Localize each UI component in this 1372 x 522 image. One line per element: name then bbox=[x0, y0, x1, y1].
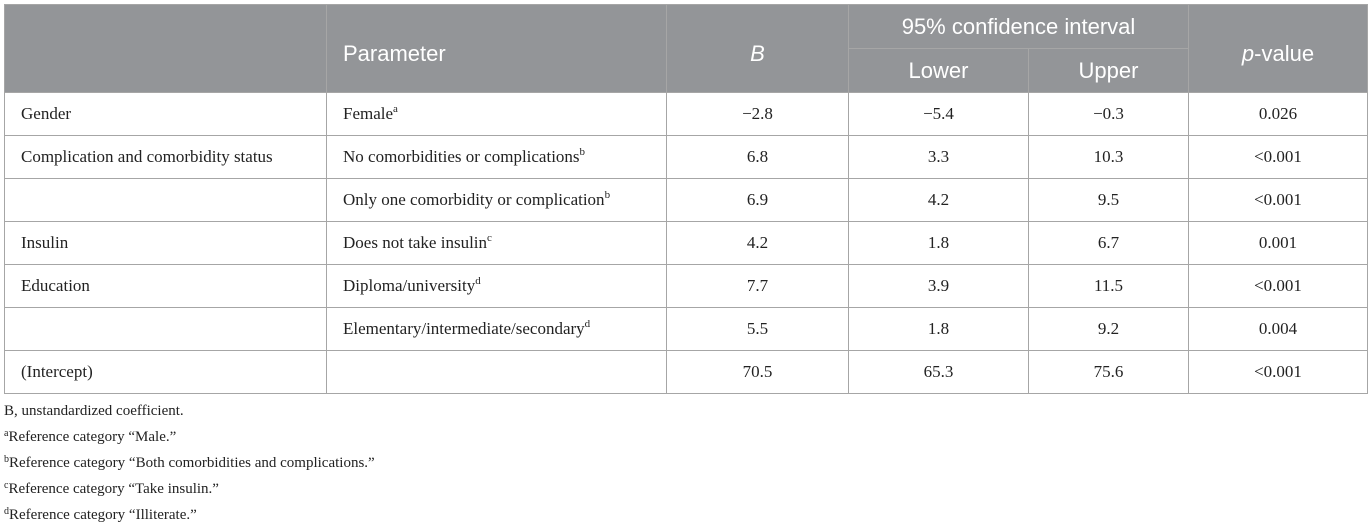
footnote-text: Reference category “Illiterate.” bbox=[9, 507, 197, 522]
footnote: cReference category “Take insulin.” bbox=[4, 476, 375, 502]
cell-upper: 9.5 bbox=[1028, 178, 1189, 222]
cell-parameter: Elementary/intermediate/secondaryd bbox=[326, 307, 667, 351]
cell-upper: 10.3 bbox=[1028, 135, 1189, 179]
cell-variable bbox=[4, 307, 327, 351]
footnote-marker: b bbox=[604, 189, 611, 201]
cell-p-value: <0.001 bbox=[1188, 135, 1368, 179]
cell-lower: −5.4 bbox=[848, 92, 1029, 136]
cell-parameter: Does not take insulinc bbox=[326, 221, 667, 265]
cell-p-value: 0.026 bbox=[1188, 92, 1368, 136]
header-lower: Lower bbox=[848, 48, 1029, 93]
table-header: Parameter B 95% confidence interval p-va… bbox=[4, 4, 1368, 93]
table-row: (Intercept) 70.5 65.3 75.6 <0.001 bbox=[4, 350, 1368, 394]
cell-p-value: <0.001 bbox=[1188, 264, 1368, 308]
table-row: Education Diploma/universityd 7.7 3.9 11… bbox=[4, 264, 1368, 308]
table-row: Only one comorbidity or complicationb 6.… bbox=[4, 178, 1368, 222]
cell-p-value: 0.004 bbox=[1188, 307, 1368, 351]
header-parameter: Parameter bbox=[326, 4, 667, 93]
cell-b: 5.5 bbox=[666, 307, 849, 351]
cell-p-value: 0.001 bbox=[1188, 221, 1368, 265]
cell-variable bbox=[4, 178, 327, 222]
footnote-marker: a bbox=[393, 103, 398, 115]
header-variable bbox=[4, 4, 327, 93]
footnote: bReference category “Both comorbidities … bbox=[4, 450, 375, 476]
cell-b: −2.8 bbox=[666, 92, 849, 136]
regression-table: Parameter B 95% confidence interval p-va… bbox=[4, 4, 1368, 394]
table-row: Elementary/intermediate/secondaryd 5.5 1… bbox=[4, 307, 1368, 351]
cell-upper: 75.6 bbox=[1028, 350, 1189, 394]
cell-variable: Gender bbox=[4, 92, 327, 136]
table-row: Gender Femalea −2.8 −5.4 −0.3 0.026 bbox=[4, 92, 1368, 136]
cell-upper: 11.5 bbox=[1028, 264, 1189, 308]
cell-variable: Education bbox=[4, 264, 327, 308]
footnote-mark: b bbox=[4, 454, 9, 465]
header-b-label: B bbox=[750, 40, 765, 66]
cell-lower: 65.3 bbox=[848, 350, 1029, 394]
parameter-text: Does not take insulin bbox=[343, 233, 488, 252]
cell-upper: 6.7 bbox=[1028, 221, 1189, 265]
cell-variable: Insulin bbox=[4, 221, 327, 265]
cell-b: 70.5 bbox=[666, 350, 849, 394]
cell-parameter: No comorbidities or complicationsb bbox=[326, 135, 667, 179]
table-footnotes: B, unstandardized coefficient. aReferenc… bbox=[4, 398, 375, 522]
footnote-mark: c bbox=[4, 480, 9, 491]
cell-lower: 4.2 bbox=[848, 178, 1029, 222]
cell-parameter: Diploma/universityd bbox=[326, 264, 667, 308]
header-p-italic: p bbox=[1241, 40, 1255, 66]
header-p-rest: -value bbox=[1254, 40, 1315, 66]
header-b: B bbox=[666, 4, 849, 93]
footnote-text: Reference category “Take insulin.” bbox=[8, 481, 219, 497]
footnote-text: Reference category “Both comorbidities a… bbox=[9, 455, 375, 471]
cell-lower: 1.8 bbox=[848, 221, 1029, 265]
cell-variable: (Intercept) bbox=[4, 350, 327, 394]
cell-variable: Complication and comorbidity status bbox=[4, 135, 327, 179]
table-row: Insulin Does not take insulinc 4.2 1.8 6… bbox=[4, 221, 1368, 265]
cell-b: 7.7 bbox=[666, 264, 849, 308]
footnote-mark: a bbox=[4, 428, 9, 439]
cell-parameter: Femalea bbox=[326, 92, 667, 136]
footnote-marker: b bbox=[579, 146, 586, 158]
cell-b: 4.2 bbox=[666, 221, 849, 265]
footnote-marker: c bbox=[487, 232, 492, 244]
cell-b: 6.8 bbox=[666, 135, 849, 179]
footnote-mark: d bbox=[4, 506, 9, 517]
cell-upper: 9.2 bbox=[1028, 307, 1189, 351]
table-row: Complication and comorbidity status No c… bbox=[4, 135, 1368, 179]
parameter-text: Elementary/intermediate/secondary bbox=[343, 319, 585, 338]
footnote: aReference category “Male.” bbox=[4, 424, 375, 450]
footnote-marker: d bbox=[475, 275, 481, 287]
footnote-text: Reference category “Male.” bbox=[8, 429, 177, 445]
cell-p-value: <0.001 bbox=[1188, 350, 1368, 394]
header-upper: Upper bbox=[1028, 48, 1189, 93]
cell-b: 6.9 bbox=[666, 178, 849, 222]
cell-parameter bbox=[326, 350, 667, 394]
cell-lower: 3.9 bbox=[848, 264, 1029, 308]
parameter-text: Only one comorbidity or complication bbox=[343, 190, 605, 209]
parameter-text: Female bbox=[343, 104, 394, 123]
footnote: dReference category “Illiterate.” bbox=[4, 502, 375, 522]
cell-upper: −0.3 bbox=[1028, 92, 1189, 136]
header-row: Parameter B 95% confidence interval p-va… bbox=[4, 4, 1368, 93]
header-subrow: Lower Upper bbox=[5, 48, 1368, 93]
cell-parameter: Only one comorbidity or complicationb bbox=[326, 178, 667, 222]
footnote-marker: d bbox=[584, 318, 591, 330]
cell-lower: 3.3 bbox=[848, 135, 1029, 179]
parameter-text: Diploma/university bbox=[343, 276, 476, 295]
parameter-text: No comorbidities or complications bbox=[343, 147, 580, 166]
header-confidence-interval: 95% confidence interval bbox=[848, 4, 1189, 49]
footnote: B, unstandardized coefficient. bbox=[4, 398, 375, 424]
cell-lower: 1.8 bbox=[848, 307, 1029, 351]
table-body: Gender Femalea −2.8 −5.4 −0.3 0.026 Comp… bbox=[4, 92, 1368, 394]
footnote-text: B, unstandardized coefficient. bbox=[4, 403, 184, 419]
header-p-value: p-value bbox=[1188, 4, 1368, 93]
cell-p-value: <0.001 bbox=[1188, 178, 1368, 222]
